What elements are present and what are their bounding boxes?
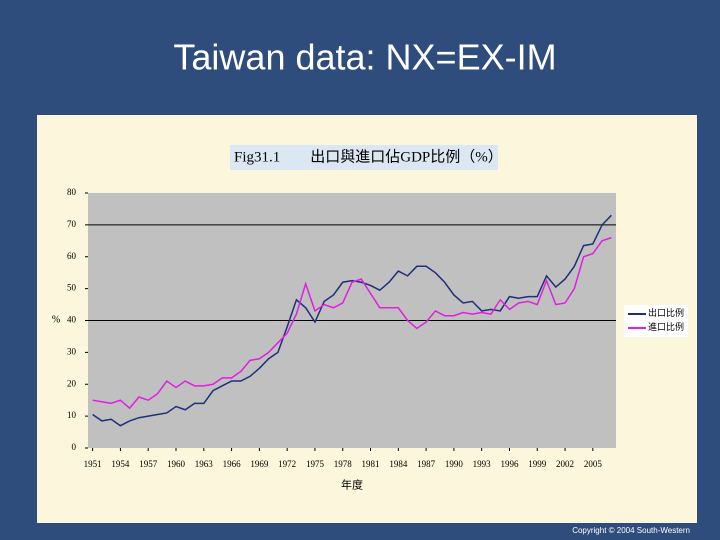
x-tick-label: 1975 [306, 459, 325, 469]
x-tick-label: 1951 [84, 459, 102, 469]
x-tick-label: 1993 [473, 459, 492, 469]
legend-label: 出口比例 [648, 307, 684, 318]
y-tick-label: 60 [67, 251, 77, 261]
x-tick-label: 1999 [528, 459, 547, 469]
x-axis-label: 年度 [341, 478, 363, 492]
chart-title: Fig31.1 出口與進口佔GDP比例（%） [234, 148, 503, 165]
y-tick-label: 30 [67, 346, 77, 356]
copyright: Copyright © 2004 South-Western [572, 526, 690, 535]
chart-title-box [230, 145, 498, 170]
x-tick-label: 1972 [278, 459, 296, 469]
y-axis-label: % [52, 314, 60, 325]
legend-label: 進口比例 [648, 321, 684, 332]
x-tick-label: 1978 [334, 459, 353, 469]
x-tick-label: 1966 [223, 459, 242, 469]
x-tick-label: 1990 [445, 459, 464, 469]
x-tick-label: 1963 [195, 459, 214, 469]
legend-box [624, 305, 688, 337]
y-tick-label: 20 [67, 378, 77, 388]
y-tick-label: 0 [72, 442, 77, 452]
series-line [92, 214, 612, 427]
x-tick-label: 1987 [417, 459, 436, 469]
x-tick-label: 2005 [584, 459, 603, 469]
series-line [92, 236, 612, 410]
x-tick-label: 1996 [500, 459, 519, 469]
y-tick-label: 10 [67, 410, 77, 420]
y-tick-label: 40 [67, 315, 77, 325]
x-tick-label: 1954 [111, 459, 130, 469]
x-tick-label: 1969 [250, 459, 269, 469]
x-tick-label: 1981 [362, 459, 380, 469]
x-tick-label: 2002 [556, 459, 574, 469]
y-tick-label: 80 [67, 187, 77, 197]
slide-title: Taiwan data: NX=EX-IM [173, 37, 556, 78]
y-tick-label: 50 [67, 283, 77, 293]
x-tick-label: 1960 [167, 459, 186, 469]
x-tick-label: 1957 [139, 459, 158, 469]
y-tick-label: 70 [67, 219, 77, 229]
x-tick-label: 1984 [389, 459, 408, 469]
